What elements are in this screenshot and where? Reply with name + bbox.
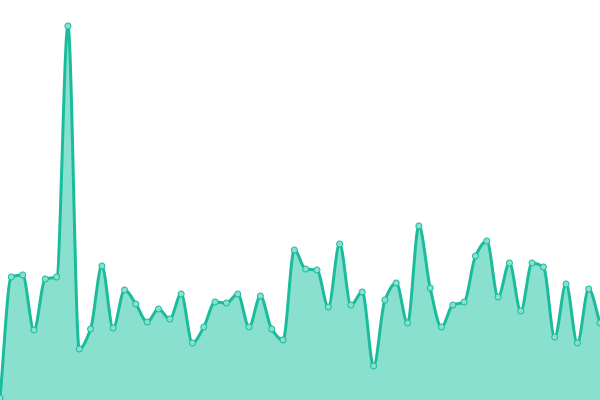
data-point xyxy=(426,284,434,292)
data-point xyxy=(166,315,174,323)
data-point xyxy=(415,222,423,230)
data-point xyxy=(245,323,253,331)
data-point xyxy=(551,333,559,341)
data-point xyxy=(302,265,310,273)
data-point xyxy=(505,259,513,267)
data-point xyxy=(370,362,378,370)
data-point xyxy=(517,307,525,315)
data-point xyxy=(222,299,230,307)
data-point xyxy=(234,290,242,298)
data-point xyxy=(471,252,479,260)
data-point xyxy=(313,266,321,274)
data-point xyxy=(460,298,468,306)
data-point xyxy=(109,324,117,332)
data-point xyxy=(279,336,287,344)
data-points xyxy=(0,22,600,400)
data-point xyxy=(336,240,344,248)
data-point xyxy=(154,305,162,313)
data-point xyxy=(0,394,4,400)
data-point xyxy=(19,271,27,279)
data-point xyxy=(585,285,593,293)
data-point xyxy=(539,263,547,271)
data-point xyxy=(381,296,389,304)
data-point xyxy=(494,293,502,301)
data-point xyxy=(30,326,38,334)
data-point xyxy=(528,259,536,267)
data-point xyxy=(211,298,219,306)
data-point xyxy=(562,280,570,288)
data-point xyxy=(41,275,49,283)
area-fill xyxy=(0,26,600,400)
data-point xyxy=(596,319,600,327)
data-point xyxy=(98,262,106,270)
data-point xyxy=(324,303,332,311)
data-point xyxy=(188,339,196,347)
data-point xyxy=(268,325,276,333)
data-point xyxy=(392,279,400,287)
data-point xyxy=(483,237,491,245)
data-point xyxy=(290,246,298,254)
data-point xyxy=(177,290,185,298)
data-point xyxy=(75,345,83,353)
data-point xyxy=(143,318,151,326)
data-point xyxy=(438,323,446,331)
data-point xyxy=(7,273,15,281)
data-point xyxy=(53,273,61,281)
data-point xyxy=(64,22,72,30)
data-point xyxy=(347,301,355,309)
data-point xyxy=(256,292,264,300)
data-point xyxy=(121,286,129,294)
data-point xyxy=(132,300,140,308)
data-point xyxy=(449,301,457,309)
data-point xyxy=(573,339,581,347)
data-point xyxy=(404,319,412,327)
data-point xyxy=(358,288,366,296)
data-point xyxy=(200,323,208,331)
data-point xyxy=(87,325,95,333)
